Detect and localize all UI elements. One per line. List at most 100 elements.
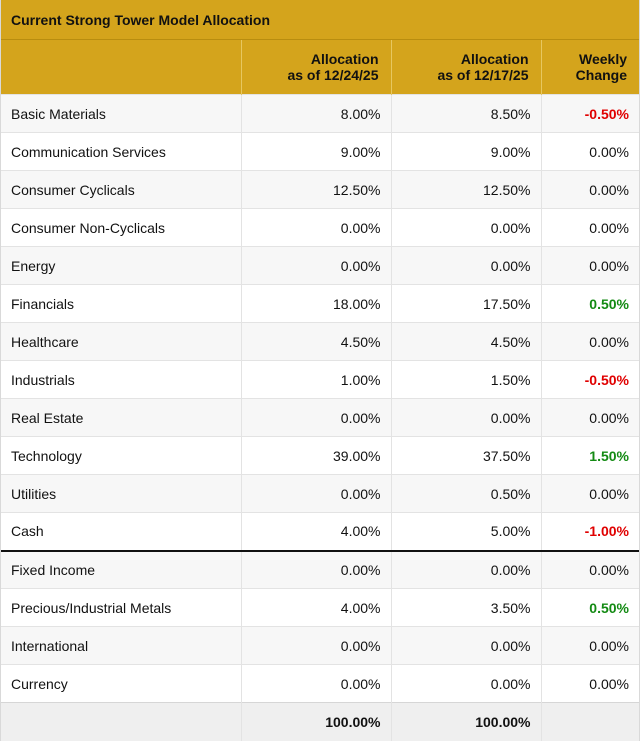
previous-allocation-cell: 0.00%	[390, 549, 541, 589]
current-allocation-cell: 4.00%	[240, 512, 391, 551]
table-row: Currency 0.00% 0.00% 0.00%	[1, 664, 639, 703]
table-title: Current Strong Tower Model Allocation	[1, 0, 639, 40]
weekly-change-cell: -1.00%	[540, 512, 639, 551]
current-allocation-cell: 12.50%	[240, 170, 391, 209]
sector-cell: Precious/Industrial Metals	[1, 588, 241, 627]
sector-cell: Utilities	[1, 474, 241, 513]
previous-allocation-cell: 0.00%	[390, 246, 541, 285]
current-allocation-cell: 0.00%	[240, 208, 391, 247]
current-allocation-cell: 0.00%	[240, 664, 391, 703]
totals-label	[1, 702, 241, 741]
weekly-change-cell: 0.00%	[540, 208, 639, 247]
allocation-table: Allocation as of 12/24/25 Allocation as …	[1, 40, 639, 741]
previous-allocation-cell: 0.00%	[390, 398, 541, 437]
previous-allocation-cell: 0.00%	[390, 626, 541, 665]
weekly-change-cell: 0.00%	[540, 246, 639, 285]
sector-cell: Financials	[1, 284, 241, 323]
previous-allocation-cell: 8.50%	[390, 94, 541, 133]
current-allocation-cell: 1.00%	[240, 360, 391, 399]
header-current-line1: Allocation	[310, 51, 379, 67]
table-row: Financials 18.00% 17.50% 0.50%	[1, 284, 639, 323]
table-row: Consumer Non-Cyclicals 0.00% 0.00% 0.00%	[1, 208, 639, 247]
sector-cell: Real Estate	[1, 398, 241, 437]
sector-cell: Fixed Income	[1, 549, 241, 589]
header-current-allocation: Allocation as of 12/24/25	[240, 40, 391, 95]
weekly-change-cell: 0.00%	[540, 664, 639, 703]
weekly-change-cell: 0.00%	[540, 549, 639, 589]
sector-cell: Cash	[1, 512, 241, 551]
weekly-change-cell: -0.50%	[540, 360, 639, 399]
totals-current: 100.00%	[240, 702, 391, 741]
table-row: Utilities 0.00% 0.50% 0.00%	[1, 474, 639, 513]
header-sector	[1, 40, 241, 95]
current-allocation-cell: 18.00%	[240, 284, 391, 323]
table-row: Energy 0.00% 0.00% 0.00%	[1, 246, 639, 285]
current-allocation-cell: 4.00%	[240, 588, 391, 627]
weekly-change-cell: -0.50%	[540, 94, 639, 133]
sector-cell: Currency	[1, 664, 241, 703]
current-allocation-cell: 0.00%	[240, 626, 391, 665]
current-allocation-cell: 8.00%	[240, 94, 391, 133]
weekly-change-cell: 0.50%	[540, 284, 639, 323]
table-row: Healthcare 4.50% 4.50% 0.00%	[1, 322, 639, 361]
weekly-change-cell: 0.00%	[540, 132, 639, 171]
table-row: Real Estate 0.00% 0.00% 0.00%	[1, 398, 639, 437]
weekly-change-cell: 0.00%	[540, 170, 639, 209]
header-change-line1: Weekly	[579, 51, 627, 67]
header-weekly-change: Weekly Change	[540, 40, 639, 95]
previous-allocation-cell: 37.50%	[390, 436, 541, 475]
sector-cell: Consumer Cyclicals	[1, 170, 241, 209]
sector-cell: Technology	[1, 436, 241, 475]
current-allocation-cell: 0.00%	[240, 549, 391, 589]
weekly-change-cell: 0.00%	[540, 474, 639, 513]
current-allocation-cell: 0.00%	[240, 398, 391, 437]
previous-allocation-cell: 17.50%	[390, 284, 541, 323]
header-previous-line2: as of 12/17/25	[437, 67, 529, 83]
weekly-change-cell: 0.00%	[540, 626, 639, 665]
table-row: Consumer Cyclicals 12.50% 12.50% 0.00%	[1, 170, 639, 209]
previous-allocation-cell: 5.00%	[390, 512, 541, 551]
header-row: Allocation as of 12/24/25 Allocation as …	[1, 40, 639, 95]
current-allocation-cell: 39.00%	[240, 436, 391, 475]
table-row: Cash 4.00% 5.00% -1.00%	[1, 512, 639, 551]
previous-allocation-cell: 0.00%	[390, 208, 541, 247]
previous-allocation-cell: 0.50%	[390, 474, 541, 513]
sector-cell: International	[1, 626, 241, 665]
table-row: Communication Services 9.00% 9.00% 0.00%	[1, 132, 639, 171]
table-body: Basic Materials 8.00% 8.50% -0.50% Communica…	[1, 94, 639, 741]
sector-cell: Basic Materials	[1, 94, 241, 133]
table-row: Technology 39.00% 37.50% 1.50%	[1, 436, 639, 475]
sector-cell: Healthcare	[1, 322, 241, 361]
previous-allocation-cell: 12.50%	[390, 170, 541, 209]
previous-allocation-cell: 9.00%	[390, 132, 541, 171]
table-row: Basic Materials 8.00% 8.50% -0.50%	[1, 94, 639, 133]
previous-allocation-cell: 0.00%	[390, 664, 541, 703]
previous-allocation-cell: 1.50%	[390, 360, 541, 399]
current-allocation-cell: 4.50%	[240, 322, 391, 361]
weekly-change-cell: 0.50%	[540, 588, 639, 627]
totals-previous: 100.00%	[390, 702, 541, 741]
current-allocation-cell: 0.00%	[240, 474, 391, 513]
sector-cell: Consumer Non-Cyclicals	[1, 208, 241, 247]
previous-allocation-cell: 4.50%	[390, 322, 541, 361]
table-row: International 0.00% 0.00% 0.00%	[1, 626, 639, 665]
table-row: Industrials 1.00% 1.50% -0.50%	[1, 360, 639, 399]
totals-change	[540, 702, 639, 741]
sector-cell: Industrials	[1, 360, 241, 399]
weekly-change-cell: 1.50%	[540, 436, 639, 475]
header-change-line2: Change	[575, 67, 627, 83]
sector-cell: Communication Services	[1, 132, 241, 171]
header-previous-allocation: Allocation as of 12/17/25	[390, 40, 541, 95]
current-allocation-cell: 0.00%	[240, 246, 391, 285]
totals-row: 100.00% 100.00%	[1, 702, 639, 741]
weekly-change-cell: 0.00%	[540, 322, 639, 361]
header-current-line2: as of 12/24/25	[287, 67, 379, 83]
previous-allocation-cell: 3.50%	[390, 588, 541, 627]
table-row: Fixed Income 0.00% 0.00% 0.00%	[1, 549, 639, 589]
current-allocation-cell: 9.00%	[240, 132, 391, 171]
sector-cell: Energy	[1, 246, 241, 285]
header-previous-line1: Allocation	[460, 51, 529, 67]
table-row: Precious/Industrial Metals 4.00% 3.50% 0.50…	[1, 588, 639, 627]
weekly-change-cell: 0.00%	[540, 398, 639, 437]
